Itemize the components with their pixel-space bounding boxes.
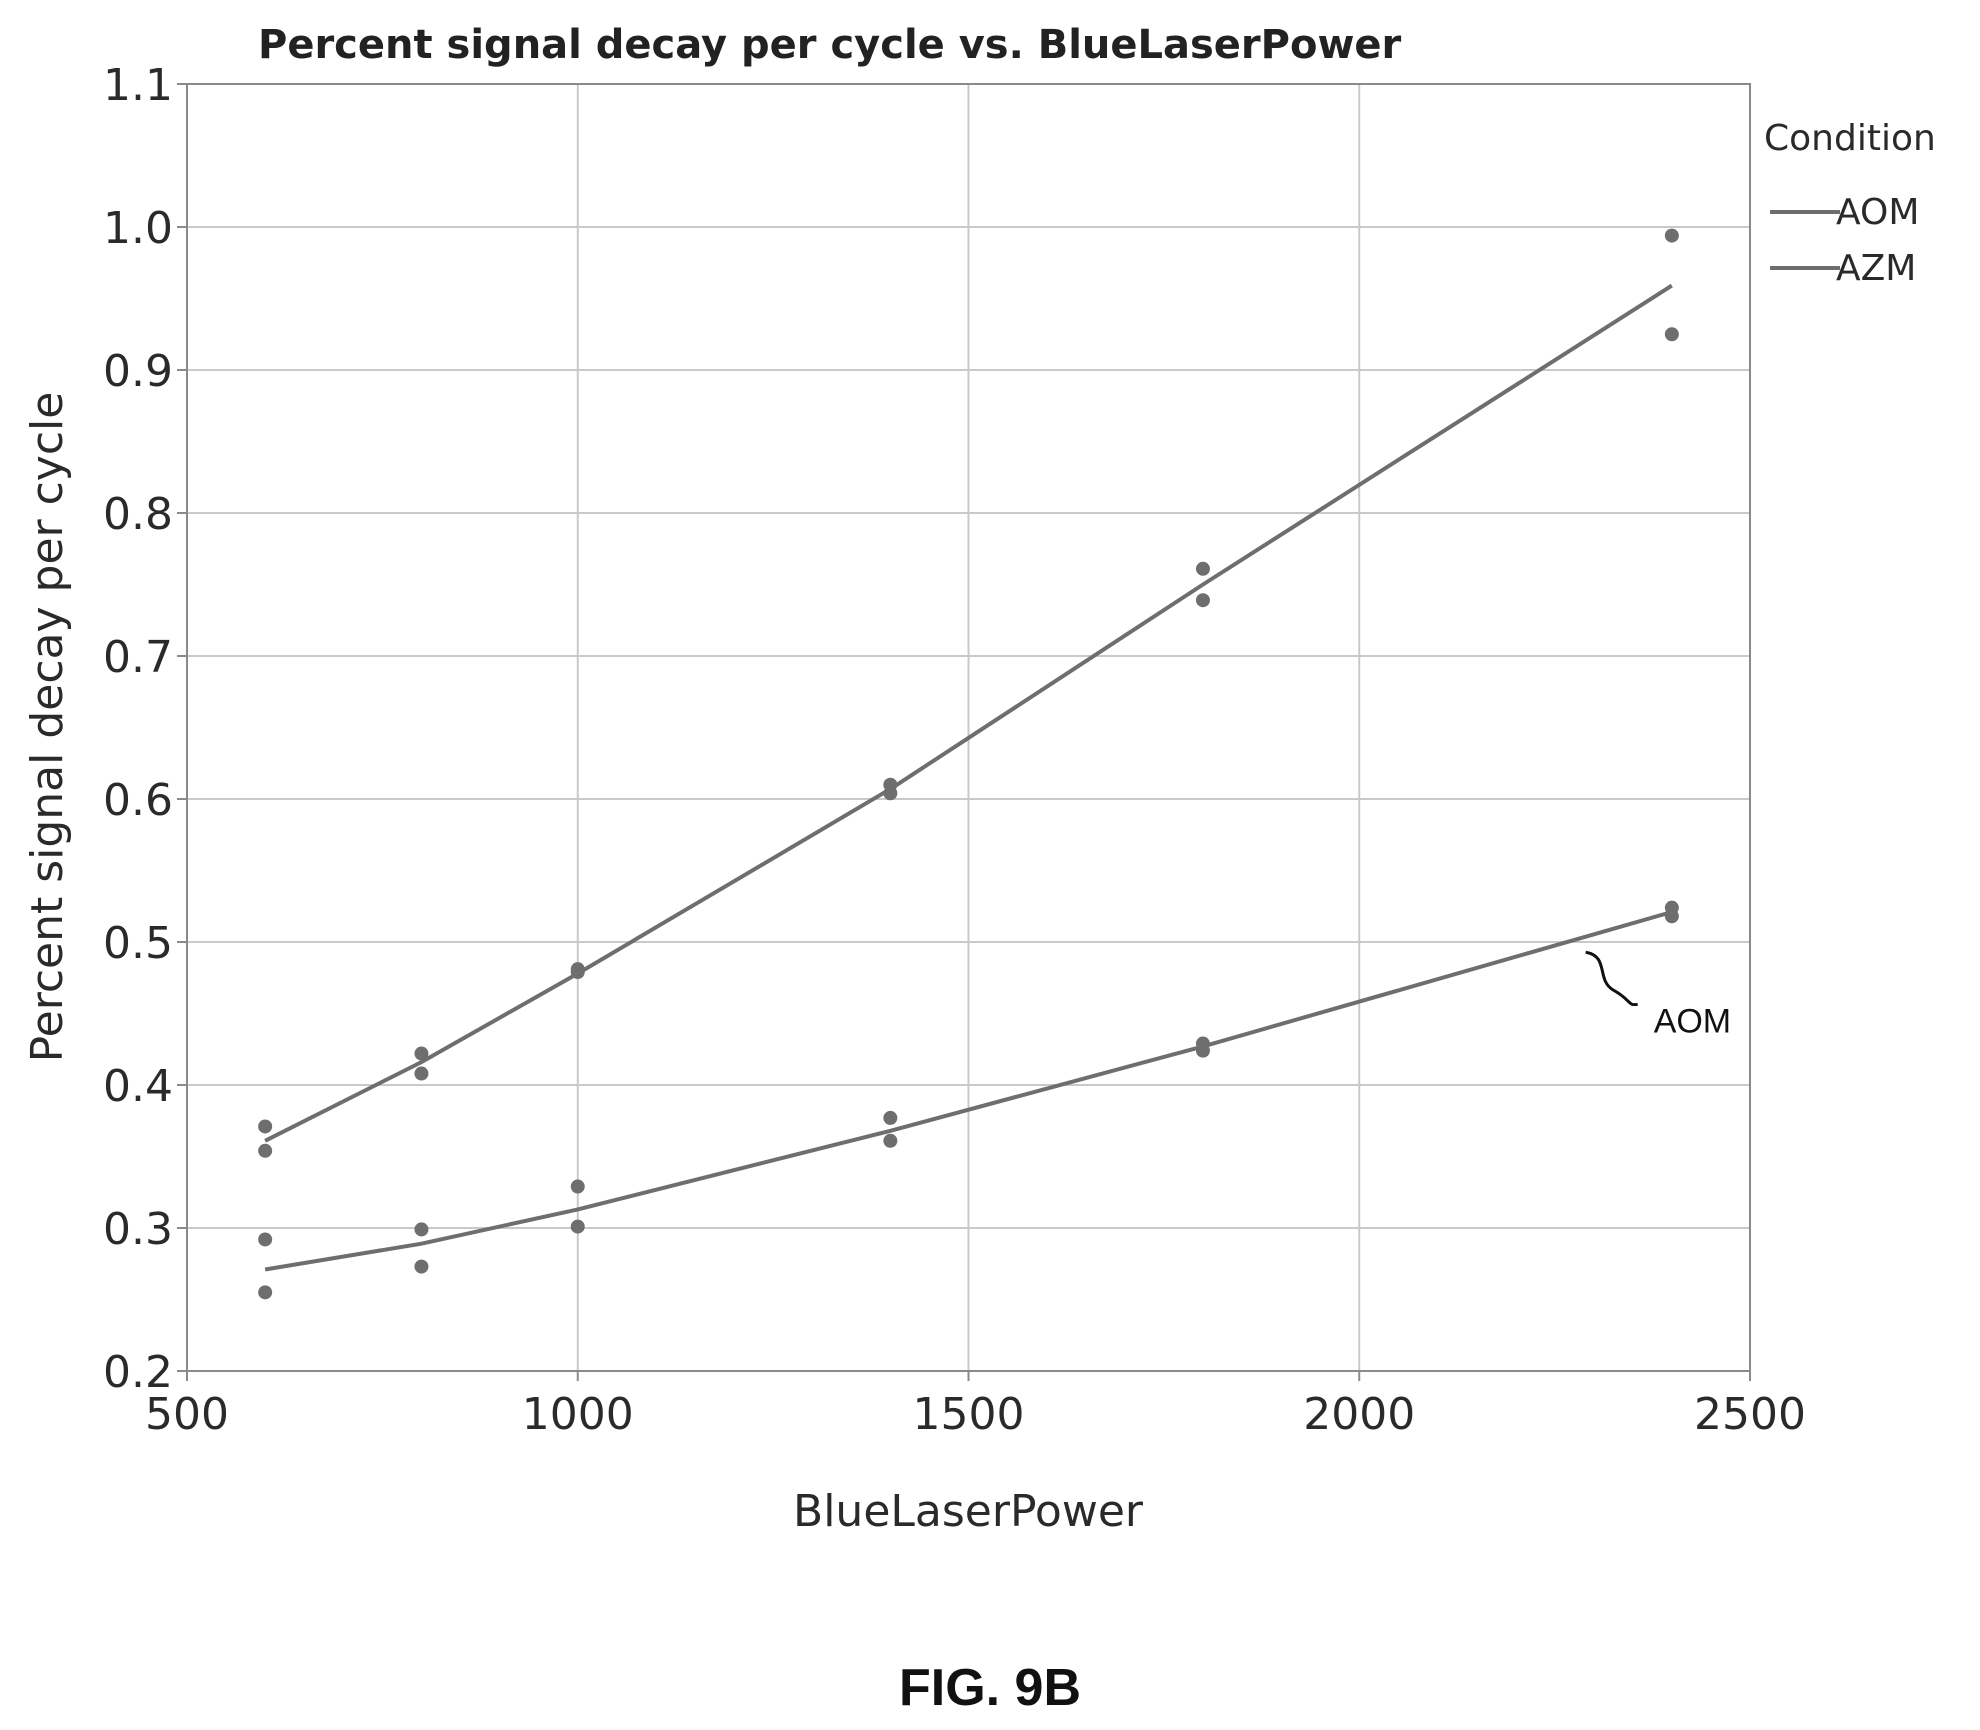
annotation-layer: AOM — [1585, 950, 1731, 1040]
aom-point-4 — [414, 1259, 429, 1274]
azm-point-8 — [883, 786, 898, 801]
legend-title: Condition — [1764, 118, 1936, 159]
series-aom — [258, 900, 1679, 1300]
x-tick-label-1500: 1500 — [913, 1389, 1025, 1440]
azm-point-4 — [414, 1066, 429, 1081]
aom-fit-line — [264, 910, 1673, 1272]
azm-fit-line — [264, 283, 1673, 1143]
azm-point-6 — [570, 965, 585, 980]
y-tick-label-1.0: 1.0 — [103, 203, 173, 254]
aom-point-5 — [570, 1179, 585, 1194]
azm-point-1 — [258, 1119, 273, 1134]
aom-point-3 — [414, 1222, 429, 1237]
legend-label-aom: AOM — [1836, 192, 1919, 233]
x-axis-label: BlueLaserPower — [793, 1486, 1144, 1537]
y-tick-label-1.1: 1.1 — [103, 60, 173, 111]
series-layer — [258, 228, 1679, 1300]
annotation-label-aom: AOM — [1654, 1002, 1731, 1040]
figure-caption: FIG. 9B — [899, 1659, 1081, 1717]
y-tick-label-0.5: 0.5 — [103, 918, 173, 969]
series-azm — [258, 228, 1679, 1158]
x-tick-label-500: 500 — [145, 1389, 229, 1440]
legend-entries: AOM AZM — [1770, 192, 1919, 289]
azm-point-10 — [1195, 593, 1210, 608]
x-tick-label-1000: 1000 — [522, 1389, 634, 1440]
aom-point-2 — [258, 1285, 273, 1300]
chart-title: Percent signal decay per cycle vs. BlueL… — [258, 22, 1402, 68]
x-tick-label-2500: 2500 — [1694, 1389, 1806, 1440]
y-tick-label-0.8: 0.8 — [103, 489, 173, 540]
aom-point-1 — [258, 1232, 273, 1247]
annotation-callout-1 — [1585, 950, 1638, 1007]
y-axis-label: Percent signal decay per cycle — [22, 392, 73, 1063]
y-tick-label-0.6: 0.6 — [103, 775, 173, 826]
aom-point-6 — [570, 1219, 585, 1234]
aom-point-12 — [1664, 909, 1679, 924]
y-tick-label-0.3: 0.3 — [103, 1204, 173, 1255]
y-tick-label-0.2: 0.2 — [103, 1347, 173, 1398]
y-tick-label-0.9: 0.9 — [103, 346, 173, 397]
x-tick-label-2000: 2000 — [1303, 1389, 1415, 1440]
aom-point-7 — [883, 1110, 898, 1125]
azm-point-12 — [1664, 327, 1679, 342]
y-tick-label-0.4: 0.4 — [103, 1061, 173, 1112]
legend-label-azm: AZM — [1836, 248, 1916, 289]
azm-point-9 — [1195, 561, 1210, 576]
grid-lines — [186, 83, 1751, 1372]
azm-point-3 — [414, 1046, 429, 1061]
aom-point-10 — [1195, 1043, 1210, 1058]
azm-point-2 — [258, 1143, 273, 1158]
y-tick-label-0.7: 0.7 — [103, 632, 173, 683]
axis-ticks: 500 1000 1500 2000 2500 0.2 0.3 0.4 0.5 0.6 0.7 0.8… — [103, 60, 1806, 1440]
legend: Condition AOM AZM — [1764, 118, 1936, 289]
aom-point-8 — [883, 1133, 898, 1148]
azm-point-11 — [1664, 228, 1679, 243]
